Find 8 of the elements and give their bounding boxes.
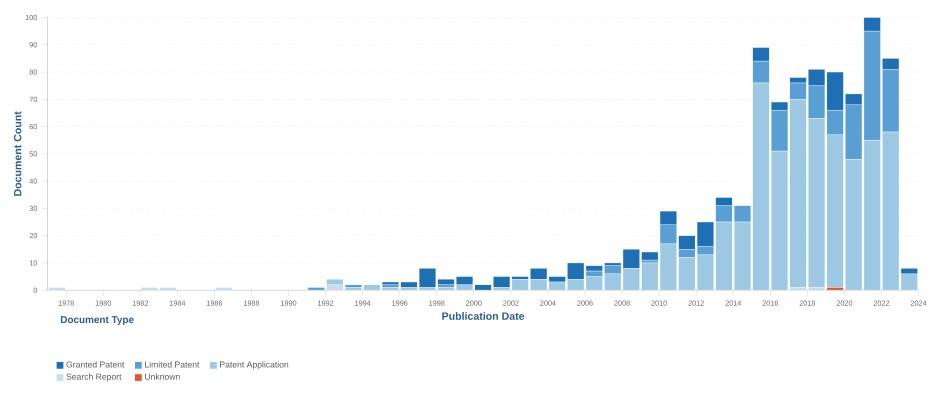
legend-label: Search Report [66, 373, 122, 382]
legend-label: Limited Patent [145, 361, 200, 368]
y-axis-title: Document Count [14, 111, 22, 196]
legend-label: Patent Application [220, 361, 288, 370]
x-axis-title: Publication Date [442, 312, 524, 320]
legend-label: Granted Patent [66, 361, 124, 368]
legend-label: Unknown [145, 373, 180, 380]
legend-title: Document Type [60, 316, 134, 326]
